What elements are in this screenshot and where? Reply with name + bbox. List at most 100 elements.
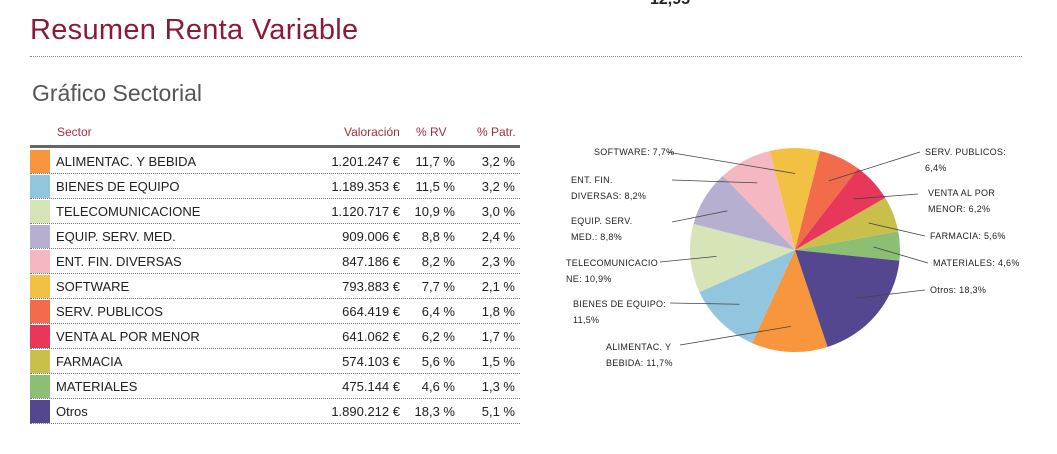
pie-slice bbox=[795, 250, 900, 347]
leader-line bbox=[853, 193, 919, 200]
leader-line bbox=[666, 151, 796, 174]
title: Resumen Renta Variable bbox=[30, 14, 359, 46]
table-cell: 1.890.212 € bbox=[331, 404, 400, 419]
table-cell: SOFTWARE bbox=[56, 279, 130, 294]
table-row: BIENES DE EQUIPO 1.189.353 € 11,5 % 3,2 % bbox=[30, 174, 520, 199]
color-swatch bbox=[30, 175, 50, 198]
leader-line bbox=[873, 246, 929, 264]
pie-label: ALIMENTAC. Y BEBIDA: 11,7% bbox=[606, 342, 673, 368]
table-cell: FARMACIA bbox=[56, 354, 123, 369]
pie-slice bbox=[690, 223, 795, 293]
color-swatch bbox=[30, 275, 50, 298]
table-cell: 5,1 % bbox=[481, 404, 515, 419]
table-cell: 18,3 % bbox=[414, 404, 455, 419]
table-cell: 10,9 % bbox=[414, 204, 455, 219]
table-cell: 3,2 % bbox=[481, 154, 515, 169]
divider bbox=[30, 56, 1022, 57]
column-header: % RV bbox=[416, 125, 447, 139]
table-cell: 2,4 % bbox=[481, 229, 515, 244]
pie-label: EQUIP. SERV. MED.: 8,8% bbox=[571, 216, 633, 242]
table-cell: 574.103 € bbox=[342, 354, 400, 369]
column-header: % Patr. bbox=[477, 125, 516, 139]
table-cell: TELECOMUNICACIONE bbox=[56, 204, 201, 219]
table-cell: 793.883 € bbox=[342, 279, 400, 294]
table-cell: ALIMENTAC. Y BEBIDA bbox=[56, 154, 197, 169]
table-row: TELECOMUNICACIONE 1.120.717 € 10,9 % 3,0 % bbox=[30, 199, 520, 224]
table-row: SERV. PUBLICOS 664.419 € 6,4 % 1,8 % bbox=[30, 299, 520, 324]
pie-label: MATERIALES: 4,6% bbox=[933, 258, 1020, 268]
table-cell: 3,2 % bbox=[481, 179, 515, 194]
table-row: EQUIP. SERV. MED. 909.006 € 8,8 % 2,4 % bbox=[30, 224, 520, 249]
color-swatch bbox=[30, 350, 50, 373]
pie-label: BIENES DE EQUIPO: 11,5% bbox=[573, 299, 667, 325]
pie-label: Otros: 18,3% bbox=[930, 285, 987, 295]
pie-label: ENT. FIN. DIVERSAS: 8,2% bbox=[571, 175, 647, 201]
table-cell: 664.419 € bbox=[342, 304, 400, 319]
pie-label: SOFTWARE: 7,7% bbox=[594, 147, 675, 157]
table-cell: 8,8 % bbox=[421, 229, 455, 244]
table-cell: ENT. FIN. DIVERSAS bbox=[56, 254, 182, 269]
table-row: ENT. FIN. DIVERSAS 847.186 € 8,2 % 2,3 % bbox=[30, 249, 520, 274]
pie-slice bbox=[795, 168, 886, 250]
table-cell: 1,8 % bbox=[481, 304, 515, 319]
column-header: Valoración bbox=[344, 125, 400, 139]
table-cell: 1,5 % bbox=[481, 354, 515, 369]
table-cell: 1,3 % bbox=[481, 379, 515, 394]
table-cell: 1.189.353 € bbox=[331, 179, 400, 194]
color-swatch bbox=[30, 400, 50, 423]
color-swatch bbox=[30, 225, 50, 248]
leader-line bbox=[679, 325, 791, 346]
column-header: Sector bbox=[57, 125, 92, 139]
table-cell: MATERIALES bbox=[56, 379, 138, 394]
leader-line bbox=[669, 302, 740, 305]
pie-slice bbox=[795, 150, 859, 250]
table-cell: 1.120.717 € bbox=[331, 204, 400, 219]
color-swatch bbox=[30, 375, 50, 398]
subtitle: Gráfico Sectorial bbox=[32, 80, 203, 106]
leader-line bbox=[671, 210, 728, 223]
table-cell: 2,1 % bbox=[481, 279, 515, 294]
table-row: FARMACIA 574.103 € 5,6 % 1,5 % bbox=[30, 349, 520, 374]
leader-line bbox=[856, 289, 926, 299]
table-cell: VENTA AL POR MENOR bbox=[56, 329, 200, 344]
pie-slice bbox=[699, 250, 795, 344]
pie-label: VENTA AL POR MENOR: 6,2% bbox=[928, 188, 996, 214]
table-cell: 6,2 % bbox=[421, 329, 455, 344]
leader-line bbox=[868, 222, 926, 237]
table-cell: 909.006 € bbox=[342, 229, 400, 244]
leader-line bbox=[828, 151, 921, 182]
table-cell: 11,7 % bbox=[415, 154, 455, 169]
table-cell: 6,4 % bbox=[421, 304, 455, 319]
table-cell: 11,5 % bbox=[415, 179, 455, 194]
table-cell: BIENES DE EQUIPO bbox=[56, 179, 180, 194]
table-cell: 1.201.247 € bbox=[331, 154, 400, 169]
color-swatch bbox=[30, 150, 50, 173]
table-row: MATERIALES 475.144 € 4,6 % 1,3 % bbox=[30, 374, 520, 399]
table-cell: 5,6 % bbox=[421, 354, 455, 369]
table-cell: 8,2 % bbox=[421, 254, 455, 269]
table-cell: 4,6 % bbox=[421, 379, 455, 394]
pie-slice bbox=[769, 147, 821, 250]
table-row: VENTA AL POR MENOR 641.062 € 6,2 % 1,7 % bbox=[30, 324, 520, 349]
table-cell: 641.062 € bbox=[342, 329, 400, 344]
table-cell: 3,0 % bbox=[481, 204, 515, 219]
top-value: 12,95 bbox=[620, 0, 720, 9]
table-cell: 1,7 % bbox=[481, 329, 515, 344]
table-row: SOFTWARE 793.883 € 7,7 % 2,1 % bbox=[30, 274, 520, 299]
pie-slice bbox=[795, 197, 899, 250]
color-swatch bbox=[30, 250, 50, 273]
color-swatch bbox=[30, 325, 50, 348]
table-cell: 7,7 % bbox=[421, 279, 455, 294]
table-row: Otros 1.890.212 € 18,3 % 5,1 % bbox=[30, 399, 520, 424]
leader-line bbox=[659, 255, 717, 263]
table-cell: 475.144 € bbox=[342, 379, 400, 394]
table-cell: 847.186 € bbox=[342, 254, 400, 269]
header-rule bbox=[30, 145, 520, 148]
pie-slice bbox=[722, 150, 795, 250]
pie-label: TELECOMUNICACIONE: 10,9% bbox=[566, 258, 659, 284]
color-swatch bbox=[30, 200, 50, 223]
pie-label: FARMACIA: 5,6% bbox=[930, 231, 1006, 241]
leader-line bbox=[671, 179, 758, 184]
